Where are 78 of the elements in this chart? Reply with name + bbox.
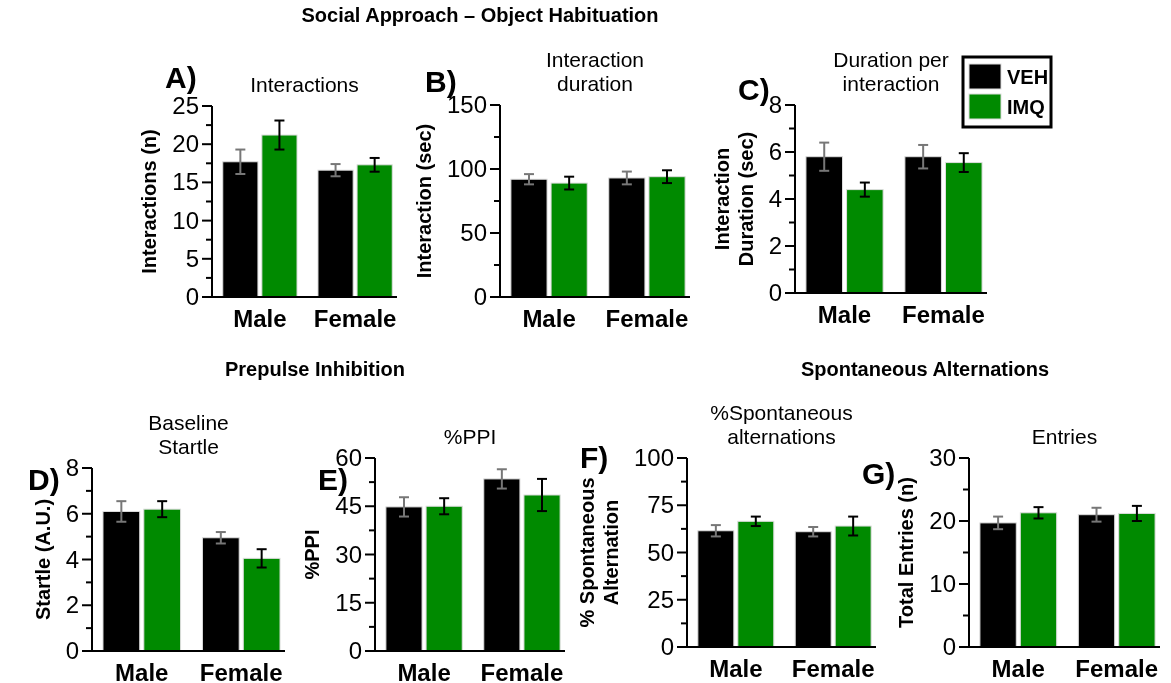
bar <box>242 557 281 652</box>
bar <box>846 189 884 294</box>
bar <box>425 505 463 652</box>
y-tick-label: 10 <box>172 206 199 234</box>
y-axis-title: Interaction (sec) <box>412 123 435 279</box>
y-axis-title: % Spontaneous Alternation <box>575 477 622 628</box>
text: Social Approach – Object Habituation <box>301 4 659 26</box>
bar <box>356 164 393 298</box>
y-tick-label: 0 <box>65 637 79 664</box>
y-tick-label: 6 <box>65 499 79 527</box>
x-tick-label: Male <box>991 655 1045 682</box>
bar <box>143 508 182 652</box>
x-tick-label: Female <box>1075 655 1159 682</box>
y-tick-label: 20 <box>929 507 956 534</box>
y-tick-label: 8 <box>768 91 782 118</box>
bar <box>523 494 561 652</box>
y-tick-label: 10 <box>929 570 956 597</box>
y-tick-label: 75 <box>647 491 674 519</box>
chart-title: %Spontaneous alternations <box>710 401 853 448</box>
legend-label: IMQ <box>1007 96 1045 118</box>
y-tick-label: 4 <box>768 185 782 212</box>
text: Prepulse Inhibition <box>224 358 406 380</box>
y-axis-title: Interactions (n) <box>138 129 160 274</box>
y-tick-label: 50 <box>647 538 674 566</box>
y-tick-label: 25 <box>647 585 674 613</box>
annotation: G) <box>862 457 896 490</box>
bar <box>261 134 298 298</box>
text: D) <box>28 463 60 496</box>
x-tick-label: Female <box>313 305 397 332</box>
bar <box>945 162 983 294</box>
y-tick-label: 0 <box>185 283 199 310</box>
x-tick-label: Male <box>522 305 576 332</box>
y-tick-label: 2 <box>768 232 782 259</box>
y-tick-label: 5 <box>185 244 199 272</box>
y-tick-label: 4 <box>65 545 79 573</box>
x-tick-label: Male <box>115 659 169 683</box>
y-tick-label: 0 <box>660 633 674 660</box>
y-tick-label: 20 <box>172 130 199 158</box>
y-tick-label: 0 <box>473 283 487 310</box>
x-tick-label: Female <box>480 659 564 683</box>
y-tick-label: 6 <box>768 138 782 165</box>
x-tick-label: Male <box>397 659 451 683</box>
y-tick-label: 0 <box>942 633 956 660</box>
x-tick-label: Male <box>233 305 287 332</box>
chart-title: Interaction duration <box>545 48 645 95</box>
x-tick-label: Male <box>709 655 763 682</box>
y-tick-label: 8 <box>65 454 79 481</box>
y-tick-label: 15 <box>335 588 362 616</box>
y-axis-title: Startle (A.U.) <box>31 498 54 621</box>
chart-title: Baseline Startle <box>148 411 229 458</box>
chart-title: %PPI <box>443 425 497 448</box>
y-tick-label: 2 <box>65 591 79 619</box>
bar <box>1019 512 1058 648</box>
text: A) <box>165 61 197 94</box>
y-tick-label: 30 <box>929 444 956 471</box>
chart-title: Duration per interaction <box>833 48 949 95</box>
chart-title: Entries <box>1031 425 1098 448</box>
chart-title: Interactions <box>250 73 359 96</box>
text: C) <box>738 73 770 106</box>
y-axis-title: %PPI <box>301 529 323 580</box>
y-axis-title: Total Entries (n) <box>895 477 917 628</box>
text: F) <box>580 441 609 474</box>
y-tick-label: 0 <box>768 279 782 306</box>
y-tick-label: 100 <box>633 444 674 471</box>
x-tick-label: Female <box>199 659 283 683</box>
bar <box>1118 512 1156 648</box>
y-tick-label: 100 <box>446 155 487 182</box>
x-tick-label: Male <box>817 301 872 328</box>
text: Spontaneous Alternations <box>800 358 1050 380</box>
x-tick-label: Female <box>902 301 985 328</box>
y-axis-title: Interaction Duration (sec) <box>710 131 757 267</box>
x-tick-label: Female <box>791 655 875 682</box>
y-tick-label: 0 <box>348 637 362 664</box>
y-tick-label: 30 <box>335 540 362 568</box>
y-tick-label: 15 <box>172 168 199 196</box>
y-tick-label: 50 <box>460 219 487 246</box>
x-tick-label: Female <box>605 305 689 332</box>
legend-label: VEH <box>1007 66 1049 88</box>
